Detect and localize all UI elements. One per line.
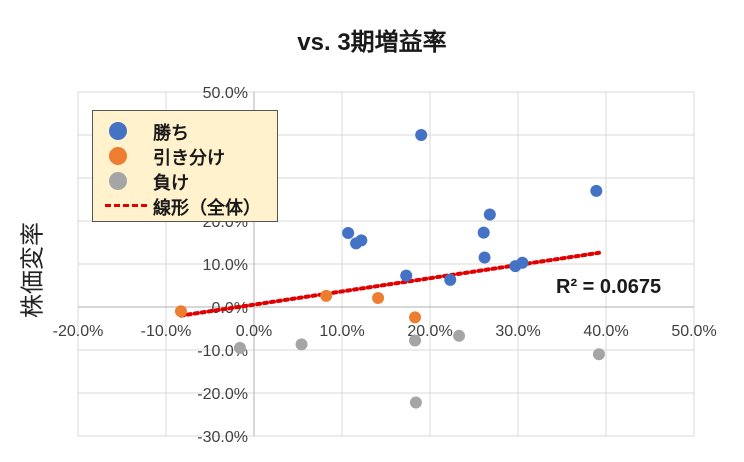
legend-marker-trend — [105, 204, 147, 207]
legend-item-win: 勝ち — [93, 119, 277, 143]
data-point-series-0 — [350, 237, 363, 250]
legend-label-win: 勝ち — [153, 123, 189, 143]
trendline-linear — [178, 250, 601, 318]
legend-label-draw: 引き分け — [153, 148, 225, 168]
x-tick-label: 40.0% — [583, 323, 628, 340]
data-point-series-1 — [409, 311, 422, 324]
legend-item-draw: 引き分け — [93, 144, 277, 168]
legend-marker-loss — [109, 172, 127, 190]
y-tick-label: -30.0% — [197, 429, 248, 446]
data-point-series-1 — [174, 305, 187, 318]
data-point-series-0 — [478, 251, 491, 264]
y-tick-label: 50.0% — [203, 85, 248, 102]
x-tick-label: 10.0% — [319, 323, 364, 340]
data-point-series-0 — [415, 129, 428, 141]
data-point-series-0 — [590, 184, 603, 197]
legend-item-loss: 負け — [93, 169, 277, 193]
x-tick-label: -10.0% — [141, 323, 192, 340]
data-point-series-0 — [509, 260, 522, 273]
legend-label-trend: 線形（全体） — [153, 198, 261, 218]
data-point-series-2 — [453, 329, 466, 342]
y-tick-label: -20.0% — [197, 386, 248, 403]
legend-marker-win — [109, 122, 127, 140]
data-point-series-2 — [295, 338, 308, 351]
x-tick-label: 30.0% — [495, 323, 540, 340]
data-point-series-0 — [400, 269, 413, 282]
data-point-series-2 — [592, 348, 605, 361]
data-point-series-0 — [477, 226, 490, 239]
x-tick-label: 20.0% — [407, 323, 452, 340]
x-tick-label: -20.0% — [53, 323, 104, 340]
r-squared-annotation: R² = 0.0675 — [556, 276, 662, 298]
y-axis-label: 株価変率 — [19, 222, 47, 318]
data-point-series-2 — [233, 341, 246, 354]
legend-item-trend: 線形（全体） — [93, 194, 277, 218]
data-point-series-0 — [483, 208, 496, 221]
legend: 勝ち 引き分け 負け 線形（全体） — [92, 110, 278, 222]
legend-label-loss: 負け — [153, 173, 189, 193]
x-tick-label: 0.0% — [236, 323, 272, 340]
trendline — [178, 250, 601, 318]
data-points — [174, 129, 605, 409]
data-point-series-0 — [444, 273, 457, 286]
chart-title: vs. 3期増益率 — [297, 29, 447, 56]
legend-marker-draw — [109, 147, 127, 165]
y-tick-label: 10.0% — [203, 257, 248, 274]
x-tick-label: 50.0% — [671, 323, 716, 340]
data-point-series-0 — [342, 227, 355, 240]
data-point-series-2 — [409, 334, 422, 347]
data-point-series-1 — [372, 291, 385, 304]
data-point-series-1 — [320, 289, 333, 302]
data-point-series-2 — [409, 396, 422, 409]
